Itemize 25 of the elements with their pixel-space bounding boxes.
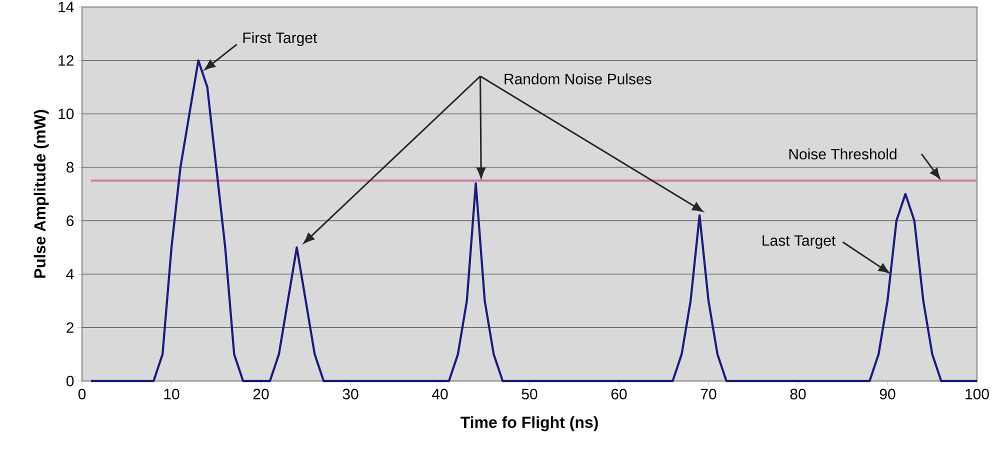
x-tick-label: 100 xyxy=(966,388,989,400)
y-tick-label: 8 xyxy=(66,162,74,173)
annotation: First Target xyxy=(243,32,318,46)
x-tick-label: 20 xyxy=(253,388,269,400)
annotation: Last Target xyxy=(762,235,836,249)
annotation: Random Noise Pulses xyxy=(504,73,652,84)
y-axis-title: Pulse Amplitude (mW) xyxy=(34,110,49,278)
y-tick-label: 4 xyxy=(66,268,74,280)
x-tick-label: 70 xyxy=(700,388,716,400)
x-tick-label: 30 xyxy=(342,388,358,400)
x-tick-label: 80 xyxy=(790,388,806,400)
y-tick-label: 2 xyxy=(66,322,74,333)
ref-line-label: Noise Threshold xyxy=(789,148,896,160)
y-tick-label: 12 xyxy=(58,55,74,66)
x-tick-label: 90 xyxy=(880,388,896,400)
y-tick-label: 14 xyxy=(58,2,74,12)
y-tick-label: 0 xyxy=(66,376,74,386)
x-tick-label: 0 xyxy=(78,388,86,400)
x-tick-label: 60 xyxy=(611,388,627,400)
x-tick-label: 50 xyxy=(522,388,538,400)
y-tick-label: 6 xyxy=(66,215,74,226)
y-tick-label: 10 xyxy=(58,108,74,120)
x-tick-label: 10 xyxy=(164,388,180,400)
x-tick-label: 40 xyxy=(432,388,448,400)
x-axis-title: Time fo Flight (ns) xyxy=(460,416,598,432)
